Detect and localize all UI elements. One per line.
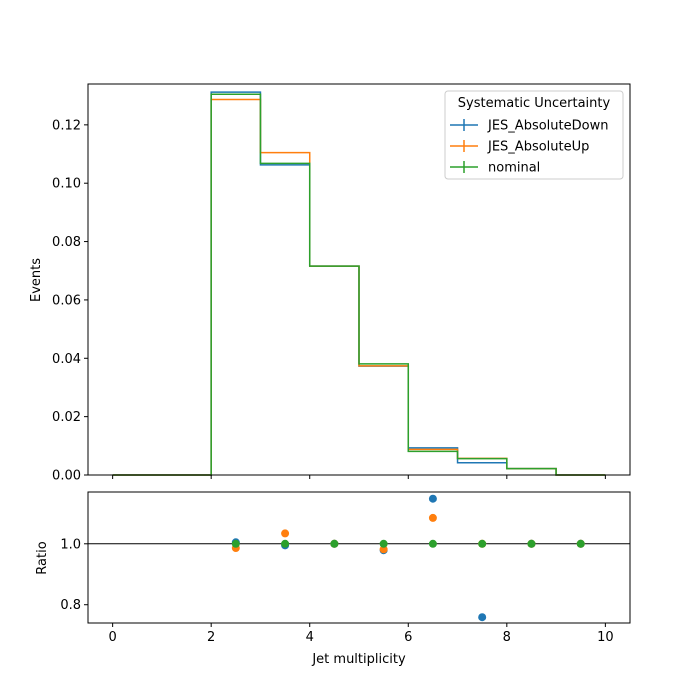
ratio-point-jes-absoluteup: [428, 513, 437, 522]
ratio-panel: 0.8 1.0 0 2 4 6 8 10 Ratio Jet multiplicity: [35, 491, 631, 667]
main-y-ticks: 0.00 0.02 0.04 0.06 0.08 0.10 0.12: [52, 118, 88, 484]
main-y-axis-label: Events: [29, 258, 44, 302]
ratio-x-ticks: 0 2 4 6 8 10: [108, 623, 614, 645]
main-y-tick-label: 0.12: [52, 118, 81, 133]
main-y-tick-label: 0.02: [52, 410, 81, 425]
ratio-point-nominal: [379, 539, 388, 548]
ratio-point-jes-absoluteup: [379, 545, 388, 554]
x-tick-label: 8: [503, 630, 511, 645]
legend-label-nominal: nominal: [488, 161, 540, 176]
ratio-y-tick-label: 1.0: [60, 537, 81, 552]
ratio-y-ticks: 0.8 1.0: [60, 537, 88, 613]
x-tick-label: 2: [207, 630, 215, 645]
ratio-point-nominal: [478, 539, 487, 548]
ratio-y-axis-label: Ratio: [35, 541, 50, 574]
main-series-layer: [112, 91, 606, 476]
main-y-tick-label: 0.00: [52, 469, 81, 484]
main-y-tick-label: 0.04: [52, 352, 81, 367]
main-y-tick-label: 0.10: [52, 177, 81, 192]
main-axes-frame: [87, 83, 631, 476]
ratio-point-jes-absoluteup: [281, 529, 290, 538]
main-y-tick-label: 0.06: [52, 293, 81, 308]
ratio-points-layer: [231, 494, 585, 622]
legend-title: Systematic Uncertainty: [458, 96, 611, 111]
x-tick-label: 10: [597, 630, 614, 645]
ratio-point-nominal: [231, 539, 240, 548]
x-tick-label: 6: [404, 630, 412, 645]
legend: Systematic Uncertainty JES_AbsoluteDownJ…: [444, 90, 624, 180]
ratio-y-tick-label: 0.8: [60, 598, 81, 613]
ratio-point-nominal: [428, 539, 437, 548]
x-axis-label: Jet multiplicity: [311, 652, 406, 667]
legend-label-jes-absolutedown: JES_AbsoluteDown: [487, 119, 608, 134]
ratio-point-nominal: [576, 539, 585, 548]
main-y-tick-label: 0.08: [52, 235, 81, 250]
main-x-ticks: [112, 475, 606, 479]
ratio-axes-frame: [87, 491, 631, 624]
x-tick-label: 0: [108, 630, 116, 645]
legend-label-jes-absoluteup: JES_AbsoluteUp: [487, 140, 589, 155]
ratio-point-nominal: [330, 539, 339, 548]
ratio-point-nominal: [281, 539, 290, 548]
ratio-point-jes-absolutedown: [428, 494, 437, 503]
ratio-point-jes-absolutedown: [478, 613, 487, 622]
main-panel: 0.00 0.02 0.04 0.06 0.08 0.10 0.12 Events Syst…: [29, 83, 631, 484]
x-tick-label: 4: [306, 630, 314, 645]
legend-box: [444, 90, 624, 180]
histogram-nominal: [112, 93, 606, 476]
ratio-point-nominal: [527, 539, 536, 548]
